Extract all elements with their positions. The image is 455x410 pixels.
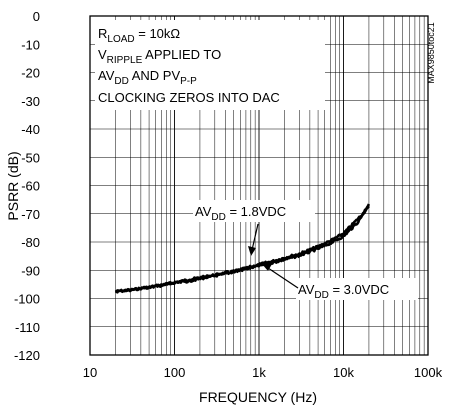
y-tick-label: -120	[14, 348, 40, 363]
y-axis-label: PSRR (dB)	[5, 151, 21, 220]
series-line-avdd-3p0	[114, 203, 371, 294]
y-tick-label: -50	[21, 150, 40, 165]
arrow-1p8-head	[248, 246, 256, 256]
condition-line-4: CLOCKING ZEROS INTO DAC	[98, 90, 280, 105]
y-tick-label: -100	[14, 292, 40, 307]
x-axis-label: FREQUENCY (Hz)	[199, 389, 317, 405]
x-tick-label: 100	[164, 365, 186, 380]
x-tick-label: 10k	[333, 365, 354, 380]
y-tick-label: -70	[21, 207, 40, 222]
arrow-1p8-line	[251, 223, 259, 251]
x-tick-label: 100k	[414, 365, 443, 380]
plot-area-frame	[89, 15, 429, 356]
label-avdd-1p8: AVDD = 1.8VDC	[195, 204, 286, 223]
label-3p0-bg	[296, 278, 418, 300]
figure-code: MAX9850toc21	[426, 22, 436, 84]
condition-line-1: RLOAD = 10kΩ	[98, 26, 180, 45]
x-tick-label: 1k	[252, 365, 266, 380]
x-tick-labels: 10 100 1k 10k 100k	[83, 365, 443, 380]
x-tick-label: 10	[83, 365, 97, 380]
arrow-3p0-head	[262, 264, 272, 271]
y-tick-label: -110	[15, 320, 40, 335]
y-tick-label: -40	[21, 122, 40, 137]
label-avdd-3p0: AVDD = 3.0VDC	[298, 282, 389, 301]
y-tick-label: -30	[21, 94, 40, 109]
y-tick-label: -90	[21, 263, 40, 278]
y-tick-label: 0	[33, 9, 40, 24]
y-tick-label: -60	[21, 179, 40, 194]
condition-line-3: AVDD AND PVP-P	[98, 68, 197, 87]
condition-line-2: VRIPPLE APPLIED TO	[98, 47, 221, 66]
conditions-box	[95, 20, 325, 110]
y-tick-label: -10	[21, 37, 40, 52]
y-tick-label: -80	[21, 235, 40, 250]
label-1p8-bg	[193, 200, 315, 222]
arrow-3p0-line	[267, 267, 299, 289]
y-tick-label: -20	[21, 66, 40, 81]
y-tick-labels: 0 -10 -20 -30 -40 -50 -60 -70 -80 -90 -100 -110 -120	[14, 9, 40, 363]
series-layer	[114, 203, 371, 294]
